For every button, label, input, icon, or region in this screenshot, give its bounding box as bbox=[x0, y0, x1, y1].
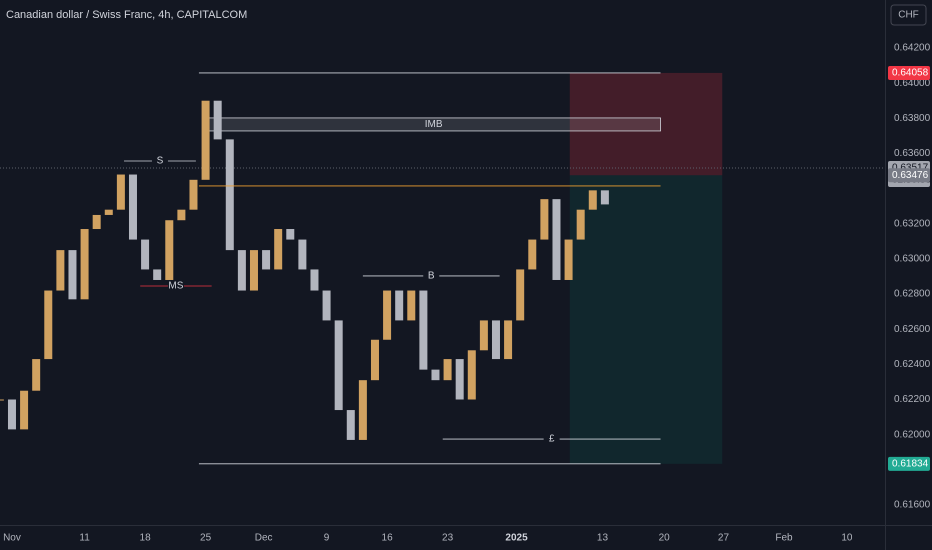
price-label-box bbox=[888, 456, 930, 471]
level-label: MS bbox=[168, 281, 183, 292]
candle bbox=[141, 239, 150, 270]
candle bbox=[516, 269, 525, 321]
x-tick-label: 20 bbox=[659, 533, 671, 544]
x-tick-label: Dec bbox=[255, 533, 273, 544]
y-tick-label: 0.64200 bbox=[894, 43, 931, 54]
candle bbox=[92, 214, 101, 230]
reward-box bbox=[569, 175, 723, 464]
candle bbox=[322, 290, 331, 321]
chart-title: Canadian dollar / Swiss Franc, 4h, CAPIT… bbox=[6, 9, 247, 21]
candle bbox=[419, 290, 428, 370]
candle bbox=[116, 174, 125, 210]
candle bbox=[564, 239, 573, 280]
y-tick-label: 0.64000 bbox=[894, 78, 931, 89]
level-label: £ bbox=[549, 434, 555, 445]
x-tick-label: 9 bbox=[324, 533, 330, 544]
y-tick-label: 0.62800 bbox=[894, 289, 931, 300]
x-tick-label: 11 bbox=[79, 533, 90, 544]
candle bbox=[201, 100, 210, 180]
candle bbox=[298, 239, 307, 270]
candle bbox=[528, 239, 537, 270]
y-tick-label: 0.63000 bbox=[894, 254, 931, 265]
price-label: 0.61834 bbox=[892, 458, 929, 469]
candle bbox=[225, 139, 234, 251]
candle bbox=[576, 209, 585, 240]
level-label: S bbox=[157, 156, 164, 167]
y-tick-label: 0.62600 bbox=[894, 324, 931, 335]
candle bbox=[274, 229, 283, 270]
x-tick-label: 2025 bbox=[505, 533, 528, 544]
candle bbox=[552, 199, 561, 280]
price-label-box bbox=[888, 168, 930, 183]
candle bbox=[7, 399, 16, 430]
level-label: B bbox=[428, 271, 435, 282]
x-tick-label: 10 bbox=[841, 533, 853, 544]
y-tick-label: 0.63200 bbox=[894, 218, 931, 229]
x-tick-label: 25 bbox=[200, 533, 212, 544]
y-tick-label: 0.62200 bbox=[894, 394, 931, 405]
price-label: 0.63476 bbox=[892, 170, 929, 181]
currency-button[interactable] bbox=[890, 4, 927, 26]
x-tick-label: 27 bbox=[718, 533, 730, 544]
candle bbox=[249, 250, 258, 291]
candle bbox=[32, 359, 41, 391]
candle bbox=[588, 190, 597, 210]
candle bbox=[213, 100, 222, 140]
candle bbox=[44, 290, 53, 360]
candle bbox=[600, 190, 609, 205]
y-tick-label: 0.62400 bbox=[894, 359, 931, 370]
x-tick-label: 18 bbox=[140, 533, 152, 544]
x-tick-label: Nov bbox=[3, 533, 21, 544]
candle bbox=[491, 320, 500, 360]
candle bbox=[358, 380, 367, 440]
x-tick-label: 13 bbox=[597, 533, 609, 544]
candle bbox=[104, 209, 113, 215]
x-tick-label: 16 bbox=[382, 533, 394, 544]
candle bbox=[153, 269, 162, 280]
price-label: 0.63517 bbox=[892, 163, 929, 174]
candle bbox=[467, 350, 476, 400]
candle bbox=[128, 174, 137, 240]
y-tick-label: 0.63800 bbox=[894, 113, 931, 124]
candle bbox=[80, 229, 89, 300]
candle bbox=[237, 250, 246, 291]
candle bbox=[395, 290, 404, 321]
candle bbox=[540, 199, 549, 240]
candle bbox=[310, 269, 319, 291]
candle bbox=[177, 209, 186, 221]
y-tick-label: 0.61600 bbox=[894, 500, 931, 511]
candle bbox=[370, 339, 379, 381]
candle bbox=[262, 250, 271, 270]
candle bbox=[286, 229, 295, 240]
x-tick-label: 23 bbox=[442, 533, 454, 544]
candle bbox=[165, 220, 174, 280]
candle bbox=[407, 290, 416, 321]
candle bbox=[431, 369, 440, 381]
currency-label[interactable]: CHF bbox=[898, 10, 919, 21]
candle bbox=[443, 359, 452, 381]
price-label-box bbox=[888, 65, 930, 80]
candle bbox=[383, 290, 392, 340]
candle bbox=[20, 390, 29, 430]
candle bbox=[479, 320, 488, 351]
y-tick-label: 0.63600 bbox=[894, 148, 931, 159]
candle bbox=[455, 359, 464, 400]
y-tick-label: 0.62000 bbox=[894, 429, 931, 440]
x-tick-label: Feb bbox=[775, 533, 793, 544]
candle bbox=[189, 179, 198, 210]
risk-box bbox=[569, 72, 723, 176]
candle bbox=[346, 410, 355, 440]
candle bbox=[68, 250, 77, 300]
imb-label: IMB bbox=[425, 119, 443, 130]
candle bbox=[334, 320, 343, 411]
candle bbox=[56, 250, 65, 291]
price-label: 0.64058 bbox=[892, 68, 929, 79]
candle bbox=[0, 399, 4, 401]
candle bbox=[504, 320, 513, 360]
